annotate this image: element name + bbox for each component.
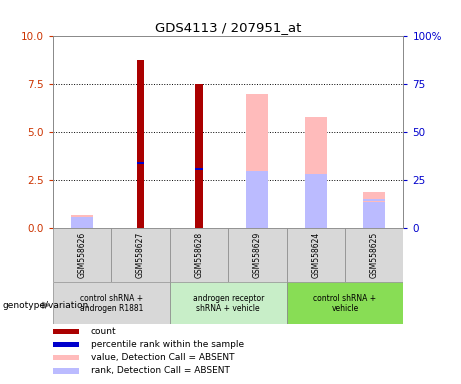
Text: GSM558626: GSM558626 (78, 232, 87, 278)
Bar (305, 175, 327, 228)
Bar (228, 228, 287, 282)
Bar (170, 228, 228, 282)
Bar (195, 84, 202, 228)
Bar (287, 228, 345, 282)
Bar (53, 355, 78, 361)
Text: GSM558628: GSM558628 (195, 232, 203, 278)
Bar (71, 217, 93, 228)
Bar (53, 368, 78, 374)
Text: androgen receptor
shRNA + vehicle: androgen receptor shRNA + vehicle (193, 294, 264, 313)
Bar (305, 117, 327, 228)
Text: GSM558625: GSM558625 (370, 232, 378, 278)
Bar (53, 342, 78, 348)
Bar (53, 228, 112, 282)
Bar (195, 168, 202, 170)
Text: GSM558629: GSM558629 (253, 232, 262, 278)
Bar (363, 202, 385, 228)
Bar (112, 228, 170, 282)
Bar (363, 199, 385, 201)
Bar (305, 174, 327, 176)
Bar (345, 228, 403, 282)
Bar (137, 162, 144, 164)
Text: GSM558627: GSM558627 (136, 232, 145, 278)
Text: count: count (91, 327, 116, 336)
Title: GDS4113 / 207951_at: GDS4113 / 207951_at (155, 21, 301, 34)
Bar (246, 94, 268, 228)
Bar (170, 282, 287, 324)
Bar (71, 215, 93, 228)
Text: genotype/variation: genotype/variation (2, 301, 89, 310)
Bar (53, 329, 78, 334)
Text: GSM558624: GSM558624 (311, 232, 320, 278)
Bar (137, 60, 144, 228)
Bar (287, 282, 403, 324)
Text: control shRNA +
vehicle: control shRNA + vehicle (313, 294, 377, 313)
Text: value, Detection Call = ABSENT: value, Detection Call = ABSENT (91, 353, 234, 362)
Text: control shRNA +
androgen R1881: control shRNA + androgen R1881 (80, 294, 143, 313)
Bar (246, 171, 268, 228)
Text: percentile rank within the sample: percentile rank within the sample (91, 340, 244, 349)
Bar (363, 192, 385, 228)
Bar (53, 282, 170, 324)
Text: rank, Detection Call = ABSENT: rank, Detection Call = ABSENT (91, 366, 230, 376)
